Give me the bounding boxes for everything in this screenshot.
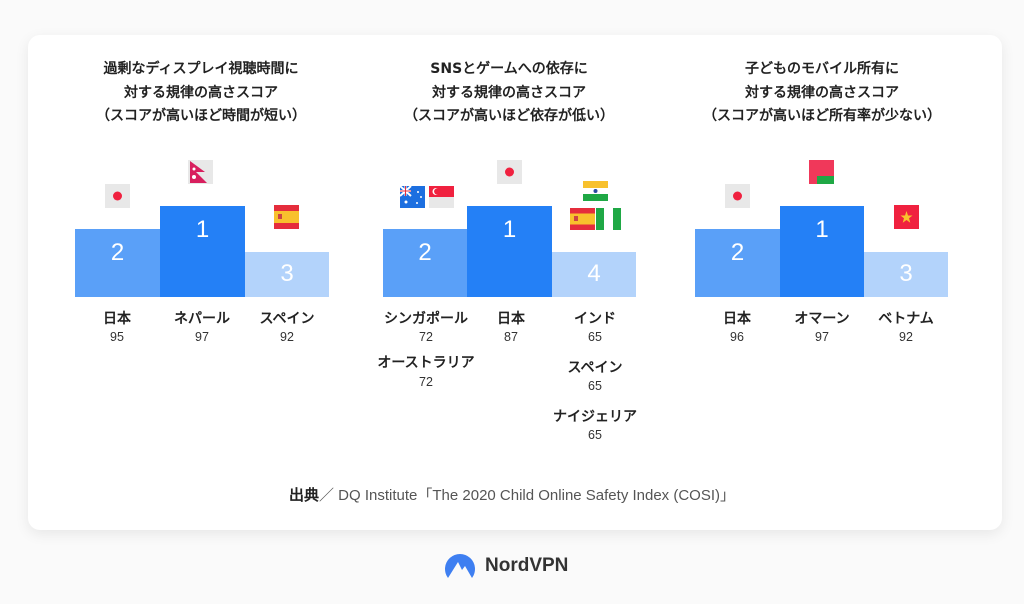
country-name: 日本	[497, 311, 525, 327]
country-score: 87	[504, 330, 518, 344]
source-text: ／ DQ Institute「The 2020 Child Online Saf…	[319, 487, 736, 504]
podium-bar-rank-2: 2	[75, 229, 160, 297]
podium-bar-rank-3: 3	[864, 252, 948, 297]
nordvpn-logo: NordVPN	[443, 552, 568, 580]
oman-flag-icon	[809, 160, 834, 184]
country-score: 96	[730, 330, 744, 344]
country-score: 97	[195, 330, 209, 344]
nigeria-flag-icon	[596, 208, 621, 230]
podium-bar-rank-4: 4	[552, 252, 636, 297]
india-flag-icon	[583, 181, 608, 201]
country-score: 97	[815, 330, 829, 344]
chart-title: 過剰なディスプレイ視聴時間に 対する規律の高さスコア （スコアが高いほど時間が短…	[96, 61, 306, 124]
country-score: 92	[899, 330, 913, 344]
podium-bar-rank-1: 1	[160, 206, 245, 297]
country-name: ベトナム	[878, 311, 934, 327]
country-name: インド	[574, 311, 616, 327]
podium-bar-rank-3: 3	[245, 252, 329, 297]
japan-flag-icon	[105, 184, 130, 208]
podium-bar-rank-2: 2	[695, 229, 780, 297]
country-score: 65	[588, 428, 602, 442]
podium-bar-rank-1: 1	[467, 206, 552, 297]
country-name: オーストラリア	[377, 355, 475, 371]
country-score: 65	[588, 330, 602, 344]
country-score: 65	[588, 379, 602, 393]
chart-title: 子どものモバイル所有に 対する規律の高さスコア （スコアが高いほど所有率が少ない…	[703, 61, 941, 124]
country-name: ネパール	[174, 311, 230, 327]
country-score: 72	[419, 330, 433, 344]
country-score: 72	[419, 375, 433, 389]
singapore-flag-icon	[429, 186, 454, 208]
source-note: 出典／ DQ Institute「The 2020 Child Online S…	[0, 484, 1024, 505]
vietnam-flag-icon	[894, 205, 919, 229]
japan-flag-icon	[725, 184, 750, 208]
country-name: 日本	[723, 311, 751, 327]
source-label: 出典	[288, 487, 319, 504]
japan-flag-icon	[497, 160, 522, 184]
brand-name: NordVPN	[485, 555, 569, 576]
spain-flag-icon	[570, 208, 595, 230]
nordvpn-mountain-icon	[445, 554, 475, 578]
country-name: 日本	[103, 311, 131, 327]
podium-bar-rank-2: 2	[383, 229, 467, 297]
nepal-flag-icon	[188, 160, 213, 184]
country-name: シンガポール	[384, 311, 468, 327]
country-name: ナイジェリア	[553, 409, 637, 425]
country-name: スペイン	[567, 360, 623, 376]
australia-flag-icon	[400, 186, 425, 208]
country-name: スペイン	[259, 311, 315, 327]
country-score: 95	[110, 330, 124, 344]
country-score: 92	[280, 330, 294, 344]
spain-flag-icon	[274, 205, 299, 229]
country-name: オマーン	[794, 311, 850, 327]
chart-title: SNSとゲームへの依存に 対する規律の高さスコア （スコアが高いほど依存が低い）	[404, 61, 614, 124]
podium-bar-rank-1: 1	[780, 206, 864, 297]
